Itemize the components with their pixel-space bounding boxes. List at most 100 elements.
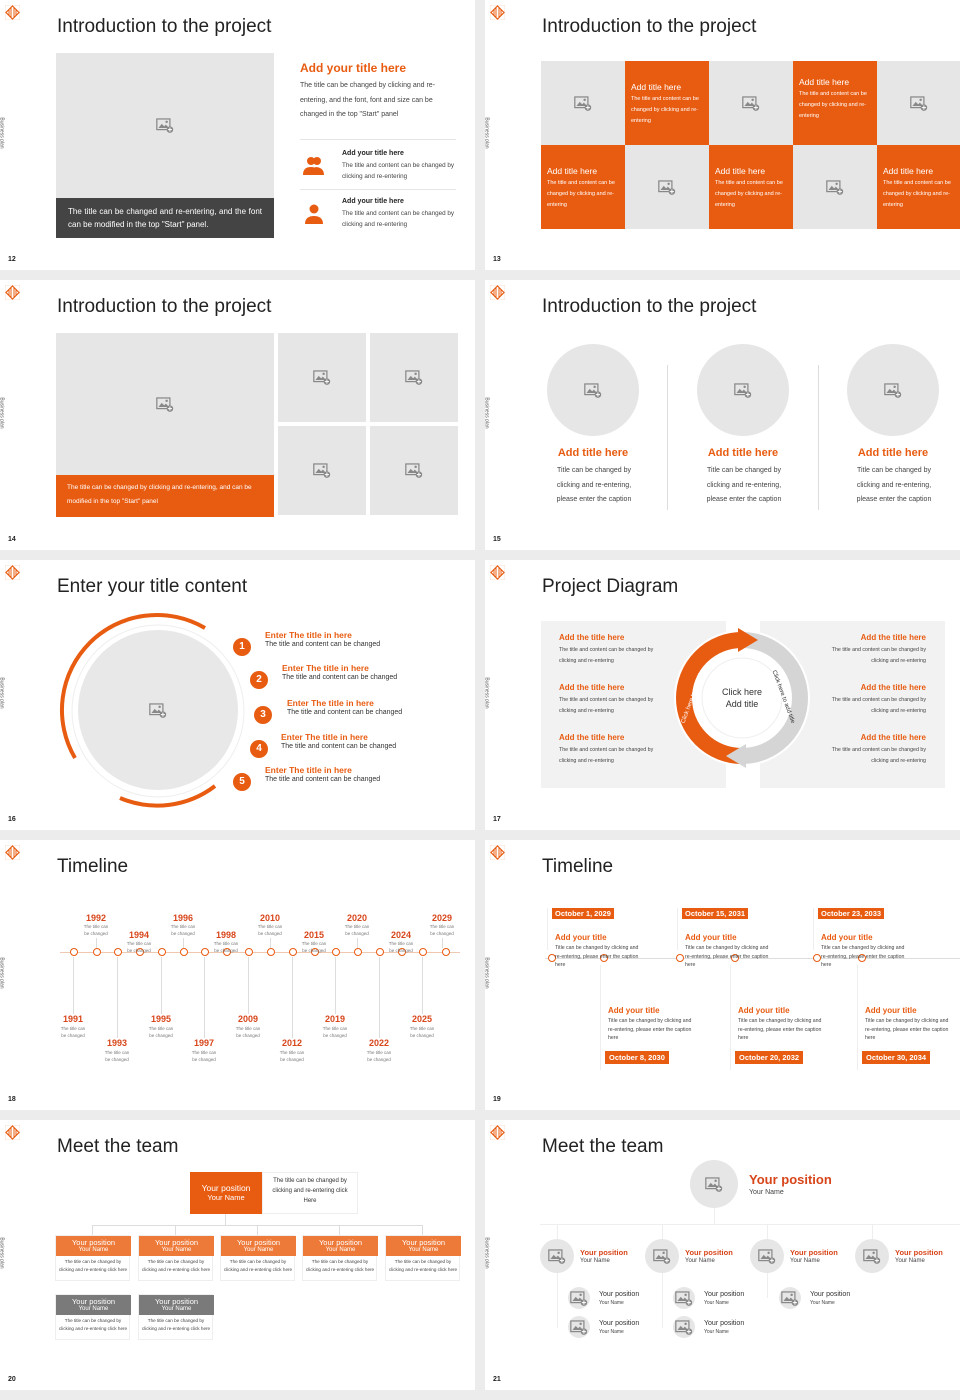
- side-label: Business plan: [0, 1237, 5, 1269]
- timeline-node[interactable]: [397, 948, 406, 956]
- year-label: 1993: [106, 1038, 128, 1048]
- member-card[interactable]: Your position Your Name The title can be c…: [220, 1235, 296, 1281]
- timeline-node[interactable]: [69, 948, 78, 956]
- image-placeholder[interactable]: [793, 145, 877, 229]
- item-title: Add your title here: [342, 150, 404, 157]
- image-placeholder[interactable]: [673, 1316, 695, 1338]
- image-placeholder[interactable]: [540, 1239, 574, 1273]
- timeline-node[interactable]: [92, 948, 101, 956]
- person-icon: [302, 204, 326, 224]
- slide-13[interactable]: Introduction to the project Business plan…: [485, 0, 960, 270]
- timeline-node[interactable]: [266, 948, 275, 956]
- member-card[interactable]: Your position Your Name The title can be c…: [138, 1235, 214, 1281]
- orange-card[interactable]: Add title here The title and content can …: [709, 145, 793, 229]
- date-tag: October 30, 2034: [862, 1051, 931, 1064]
- image-placeholder[interactable]: [855, 1239, 889, 1273]
- image-placeholder[interactable]: [56, 53, 274, 198]
- left-item-text: The title and content can be changed by …: [559, 697, 654, 714]
- image-placeholder[interactable]: [78, 630, 238, 790]
- timeline-node[interactable]: [157, 948, 166, 956]
- orange-card[interactable]: Add title here The title and content can …: [541, 145, 625, 229]
- timeline-node[interactable]: [135, 948, 144, 956]
- slide-16[interactable]: Enter your title content Business plan 16 1…: [0, 560, 475, 830]
- image-placeholder[interactable]: [568, 1316, 590, 1338]
- slide-19[interactable]: Timeline Business plan 19 October 1, 2029 Ad…: [485, 840, 960, 1110]
- timeline-node[interactable]: [600, 954, 608, 962]
- image-placeholder[interactable]: [847, 344, 939, 436]
- column-text: Title can be changed by clicking and re-…: [556, 467, 632, 503]
- timeline-node[interactable]: [731, 954, 739, 962]
- timeline-node[interactable]: [441, 948, 450, 956]
- member-position: Your position: [236, 1238, 281, 1247]
- year-label: 1992: [85, 913, 107, 923]
- image-placeholder[interactable]: [673, 1287, 695, 1309]
- connector: [677, 908, 678, 950]
- image-placeholder[interactable]: [56, 333, 274, 475]
- entry-title: Add your title: [555, 933, 607, 942]
- paragraph: The title can be changed by clicking and…: [300, 82, 436, 118]
- timeline-node[interactable]: [353, 948, 362, 956]
- member-card[interactable]: Your position Your Name The title can be c…: [55, 1235, 131, 1281]
- member-name: Your Name: [161, 1247, 192, 1253]
- image-placeholder[interactable]: [370, 426, 458, 515]
- image-placeholder[interactable]: [697, 344, 789, 436]
- timeline-node[interactable]: [858, 954, 866, 962]
- entry-text: Title can be changed by clicking and re-…: [608, 1018, 692, 1041]
- image-placeholder[interactable]: [750, 1239, 784, 1273]
- image-placeholder[interactable]: [278, 333, 366, 422]
- image-placeholder[interactable]: [278, 426, 366, 515]
- number-badge: 1: [233, 638, 251, 656]
- slide-20[interactable]: Meet the team Business plan 20 Your positio…: [0, 1120, 475, 1390]
- slide-14[interactable]: Introduction to the project Business plan…: [0, 280, 475, 550]
- image-placeholder[interactable]: [779, 1287, 801, 1309]
- slide-title: Timeline: [542, 856, 614, 877]
- timeline-node[interactable]: [676, 954, 684, 962]
- entry-title: Add your title: [685, 933, 737, 942]
- divider: [818, 365, 819, 510]
- timeline-node[interactable]: [200, 948, 209, 956]
- slide-21[interactable]: Meet the team Business plan 21 Your positio…: [485, 1120, 960, 1390]
- connector: [600, 965, 601, 1070]
- image-placeholder[interactable]: [370, 333, 458, 422]
- image-placeholder[interactable]: [568, 1287, 590, 1309]
- left-item-text: The title and content can be changed by …: [559, 647, 654, 664]
- timeline-node[interactable]: [813, 954, 821, 962]
- image-placeholder[interactable]: [877, 61, 960, 145]
- timeline-node[interactable]: [548, 954, 556, 962]
- orange-card[interactable]: Add title here The title and content can …: [793, 61, 877, 145]
- side-label: Business plan: [485, 397, 490, 429]
- member-card[interactable]: Your position Your Name The title can be c…: [138, 1294, 214, 1340]
- orange-card[interactable]: Add title here The title and content can …: [625, 61, 709, 145]
- image-placeholder[interactable]: [645, 1239, 679, 1273]
- cycle-diagram[interactable]: [672, 628, 812, 768]
- stem: [357, 938, 358, 948]
- connector: [547, 908, 548, 950]
- member-card[interactable]: Your position Your Name The title can be c…: [385, 1235, 461, 1281]
- timeline-node[interactable]: [375, 948, 384, 956]
- number-badge: 2: [250, 671, 268, 689]
- image-placeholder[interactable]: [541, 61, 625, 145]
- timeline-node[interactable]: [179, 948, 188, 956]
- entry-text: Title can be changed by clicking and re-…: [738, 1018, 822, 1041]
- timeline-node[interactable]: [418, 948, 427, 956]
- image-placeholder[interactable]: [625, 145, 709, 229]
- timeline-node[interactable]: [244, 948, 253, 956]
- image-placeholder[interactable]: [547, 344, 639, 436]
- slide-18[interactable]: Timeline Business plan 18 1992 The title can…: [0, 840, 475, 1110]
- timeline-node[interactable]: [113, 948, 122, 956]
- timeline-node[interactable]: [310, 948, 319, 956]
- member-card[interactable]: Your position Your Name The title can be c…: [302, 1235, 378, 1281]
- slide-17[interactable]: Project Diagram Business plan 17 Click here…: [485, 560, 960, 830]
- image-placeholder[interactable]: [690, 1160, 738, 1208]
- slide-title: Introduction to the project: [57, 296, 272, 317]
- year-text: The title can be changed: [170, 924, 196, 936]
- lead-box[interactable]: Your position Your Name: [190, 1172, 262, 1214]
- slide-15[interactable]: Introduction to the project Business plan…: [485, 280, 960, 550]
- image-placeholder[interactable]: [709, 61, 793, 145]
- timeline-node[interactable]: [331, 948, 340, 956]
- member-card[interactable]: Your position Your Name The title can be c…: [55, 1294, 131, 1340]
- slide-12[interactable]: Introduction to the project Business plan…: [0, 0, 475, 270]
- timeline-node[interactable]: [288, 948, 297, 956]
- orange-card[interactable]: Add title here The title and content can …: [877, 145, 960, 229]
- timeline-node[interactable]: [222, 948, 231, 956]
